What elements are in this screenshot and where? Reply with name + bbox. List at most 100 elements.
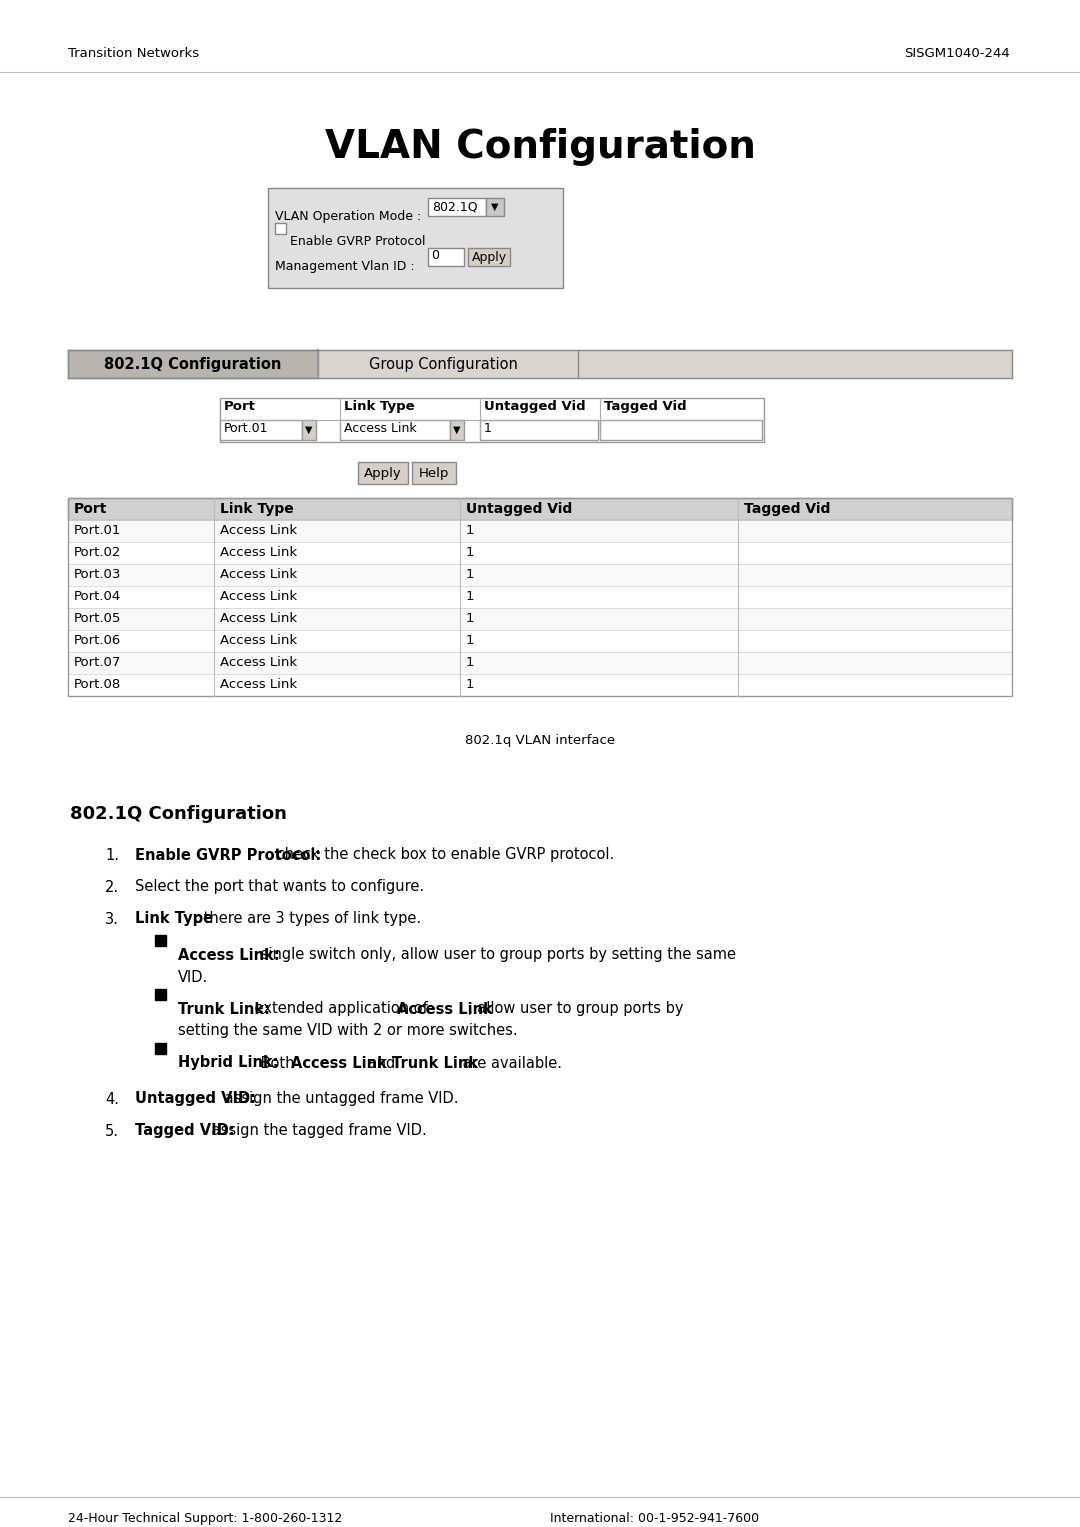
Text: 1: 1: [484, 421, 491, 435]
Text: 1: 1: [465, 589, 474, 603]
Text: Access Link: Access Link: [220, 678, 297, 692]
Text: Trunk Link:: Trunk Link:: [178, 1002, 270, 1017]
Bar: [156, 1043, 166, 1054]
Text: Access Link: Access Link: [220, 568, 297, 580]
Text: 3.: 3.: [105, 912, 119, 927]
Bar: [302, 420, 316, 440]
Bar: [480, 420, 598, 440]
Text: are available.: are available.: [458, 1055, 562, 1070]
Bar: [68, 586, 1012, 608]
Text: 1: 1: [465, 657, 474, 669]
Text: VLAN Operation Mode :: VLAN Operation Mode :: [275, 211, 426, 223]
Text: Port: Port: [75, 502, 107, 516]
Text: Both: Both: [256, 1055, 299, 1070]
Text: 24-Hour Technical Support: 1-800-260-1312: 24-Hour Technical Support: 1-800-260-131…: [68, 1512, 342, 1525]
Text: 1: 1: [465, 547, 474, 559]
Text: VLAN Configuration: VLAN Configuration: [325, 128, 755, 166]
Text: Port.05: Port.05: [75, 612, 121, 625]
Text: 1.: 1.: [105, 847, 119, 863]
Bar: [68, 608, 1012, 631]
Bar: [68, 350, 318, 379]
Text: Enable GVRP Protocol: Enable GVRP Protocol: [291, 235, 426, 247]
Text: setting the same VID with 2 or more switches.: setting the same VID with 2 or more swit…: [178, 1023, 517, 1038]
Bar: [486, 199, 504, 215]
Text: assign the untagged frame VID.: assign the untagged frame VID.: [219, 1092, 458, 1107]
Text: 0: 0: [431, 249, 438, 263]
Text: Untagged Vid: Untagged Vid: [484, 400, 585, 412]
Bar: [220, 420, 302, 440]
Bar: [268, 188, 563, 289]
Text: International: 00-1-952-941-7600: International: 00-1-952-941-7600: [550, 1512, 759, 1525]
Text: Access Link: Access Link: [220, 657, 297, 669]
Text: 802.1q VLAN interface: 802.1q VLAN interface: [464, 734, 616, 747]
Text: Tagged Vid: Tagged Vid: [604, 400, 687, 412]
Text: 1: 1: [465, 568, 474, 580]
Text: Port.02: Port.02: [75, 547, 121, 559]
Text: extended application of: extended application of: [249, 1002, 432, 1017]
Bar: [68, 563, 1012, 586]
Text: Tagged VID:: Tagged VID:: [135, 1124, 234, 1139]
Text: Select the port that wants to configure.: Select the port that wants to configure.: [135, 880, 424, 895]
Bar: [68, 350, 1012, 379]
Text: single switch only, allow user to group ports by setting the same: single switch only, allow user to group …: [256, 947, 737, 962]
Text: Access Link: Access Link: [220, 524, 297, 538]
Text: Apply: Apply: [472, 250, 507, 264]
Bar: [68, 498, 1012, 521]
Text: 1: 1: [465, 612, 474, 625]
Text: ▼: ▼: [454, 425, 461, 435]
Bar: [357, 463, 408, 484]
Text: Link Type: Link Type: [135, 912, 213, 927]
Bar: [428, 199, 486, 215]
Text: : there are 3 types of link type.: : there are 3 types of link type.: [193, 912, 421, 927]
Text: 2.: 2.: [105, 880, 119, 895]
Text: 802.1Q Configuration: 802.1Q Configuration: [70, 805, 287, 823]
Text: and: and: [363, 1055, 400, 1070]
Bar: [411, 463, 456, 484]
Text: , allow user to group ports by: , allow user to group ports by: [469, 1002, 684, 1017]
Text: Management Vlan ID :: Management Vlan ID :: [275, 260, 419, 273]
Text: Access Link: Access Link: [220, 589, 297, 603]
Bar: [468, 247, 510, 266]
Text: Transition Networks: Transition Networks: [68, 47, 199, 60]
Bar: [450, 420, 464, 440]
Text: Access Link: Access Link: [220, 612, 297, 625]
Text: Port.07: Port.07: [75, 657, 121, 669]
Text: 1: 1: [465, 524, 474, 538]
Text: Help: Help: [419, 467, 449, 479]
Text: Untagged Vid: Untagged Vid: [465, 502, 572, 516]
Bar: [275, 223, 286, 234]
Bar: [220, 399, 764, 441]
Bar: [340, 420, 450, 440]
Bar: [68, 542, 1012, 563]
Text: 1: 1: [465, 634, 474, 647]
Text: ▼: ▼: [306, 425, 313, 435]
Text: Link Type: Link Type: [220, 502, 294, 516]
Bar: [156, 935, 166, 945]
Bar: [68, 498, 1012, 696]
Text: Access Link:: Access Link:: [178, 947, 280, 962]
Text: Access Link: Access Link: [345, 421, 417, 435]
Text: Access Link: Access Link: [220, 547, 297, 559]
Text: 4.: 4.: [105, 1092, 119, 1107]
Text: 5.: 5.: [105, 1124, 119, 1139]
Text: Access Link: Access Link: [396, 1002, 492, 1017]
Text: Group Configuration: Group Configuration: [368, 356, 517, 371]
Bar: [68, 652, 1012, 673]
Bar: [68, 521, 1012, 542]
Text: ▼: ▼: [491, 202, 499, 212]
Bar: [68, 673, 1012, 696]
Text: assign the tagged frame VID.: assign the tagged frame VID.: [206, 1124, 427, 1139]
Text: VID.: VID.: [178, 970, 208, 985]
Text: Access Link: Access Link: [292, 1055, 388, 1070]
Bar: [428, 247, 464, 266]
Text: 802.1Q: 802.1Q: [432, 200, 477, 212]
Text: Port.01: Port.01: [224, 421, 269, 435]
Text: 1: 1: [465, 678, 474, 692]
Text: Tagged Vid: Tagged Vid: [744, 502, 831, 516]
Bar: [600, 420, 762, 440]
Text: Port.03: Port.03: [75, 568, 121, 580]
Bar: [68, 631, 1012, 652]
Text: Link Type: Link Type: [345, 400, 415, 412]
Text: Untagged VID:: Untagged VID:: [135, 1092, 256, 1107]
Text: Port.08: Port.08: [75, 678, 121, 692]
